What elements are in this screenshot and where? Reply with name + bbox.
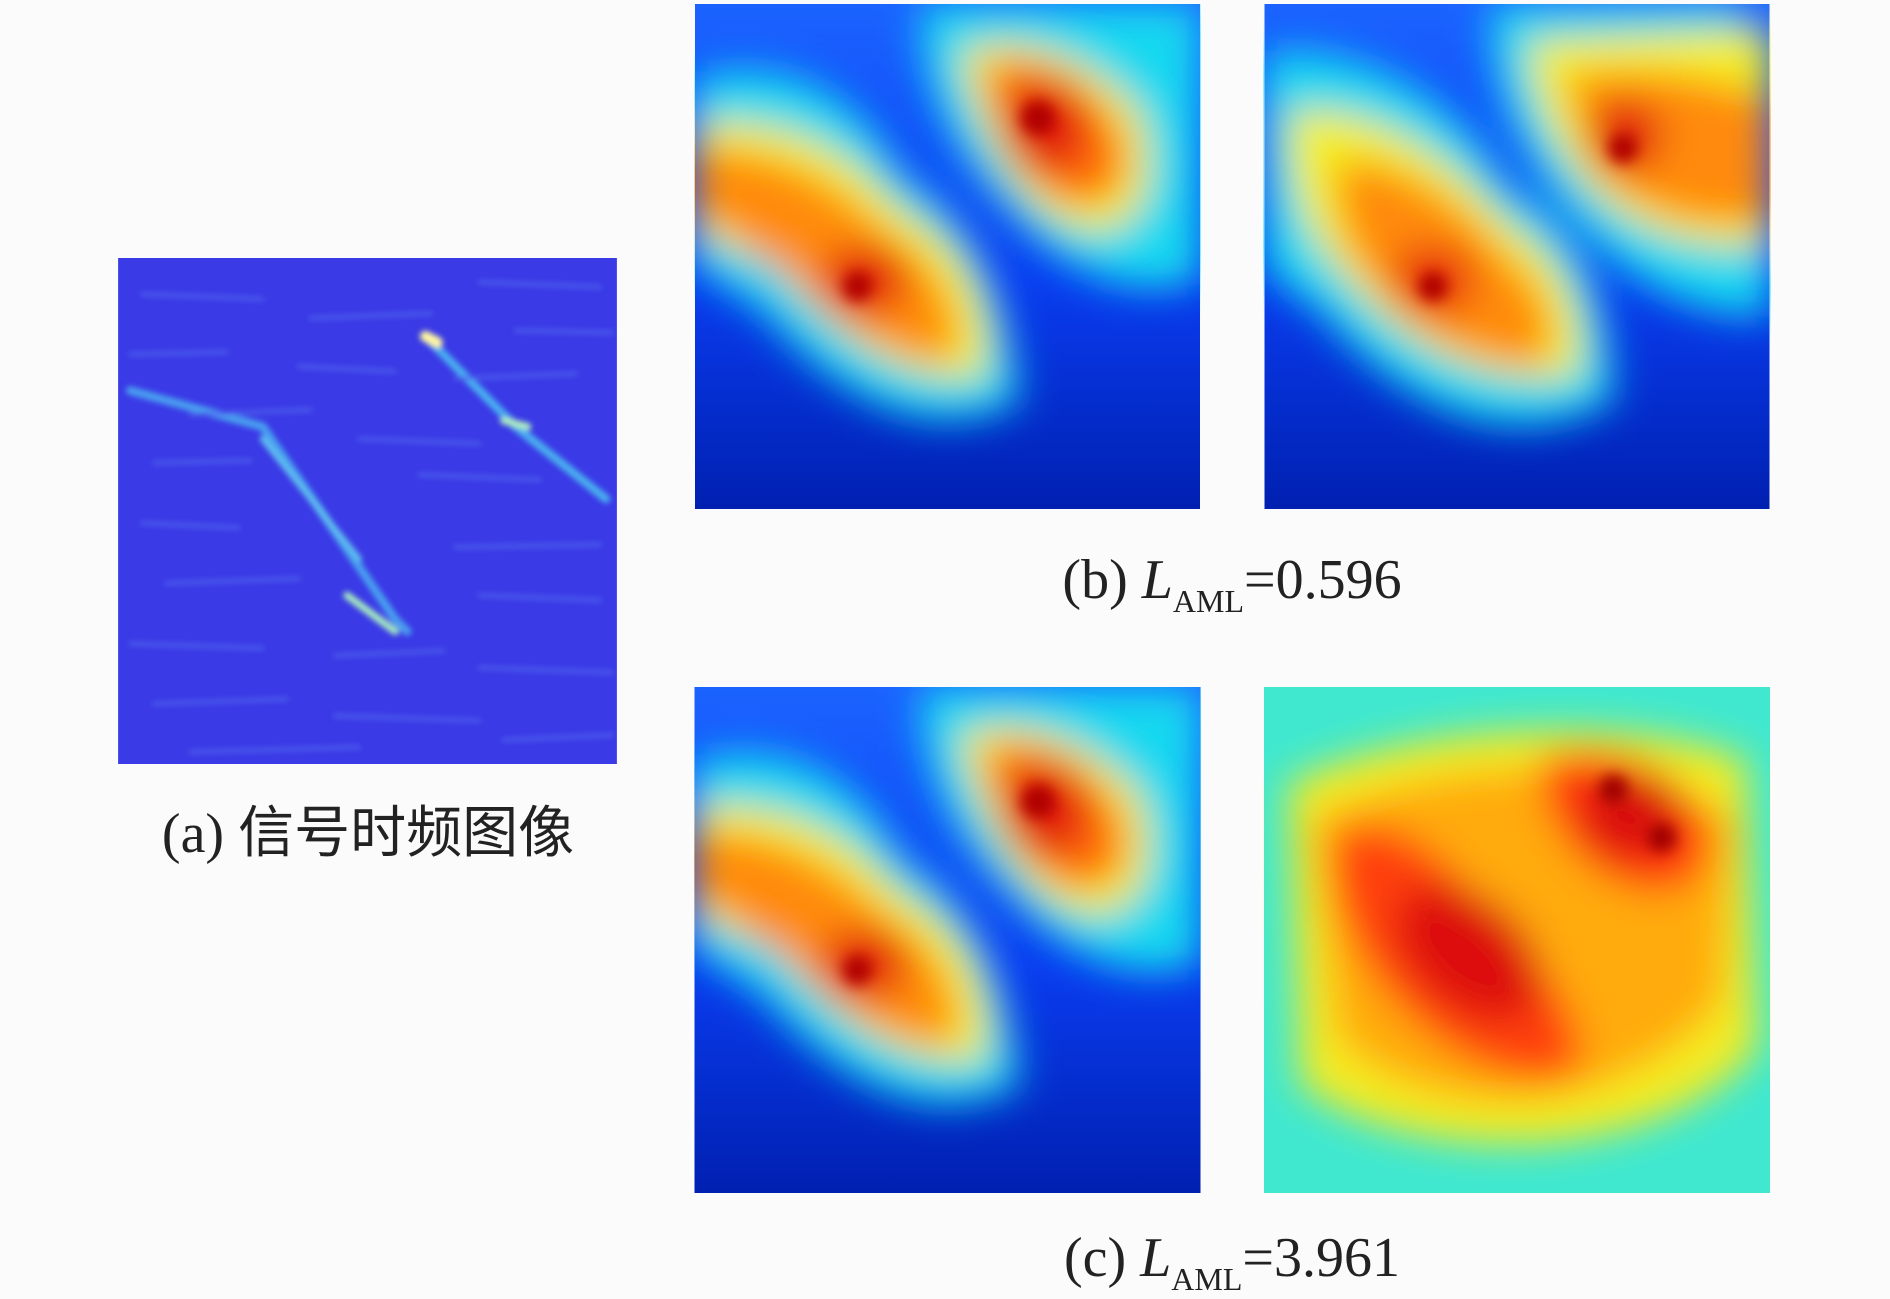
time-frequency-image [118,258,617,764]
relation: = [1243,549,1276,611]
caption: (b) LAML=0.596 [1062,552,1401,617]
caption: (a) 信号时频图像 [162,806,574,862]
heatmap [694,4,1201,509]
caption-text: 信号时频图像 [238,803,575,865]
panel-label: (c) [1063,1227,1127,1289]
relation: = [1242,1227,1275,1289]
symbol: L [1141,549,1173,611]
value: 0.596 [1275,549,1402,611]
heatmap [1263,687,1771,1193]
caption: (c) LAML=3.961 [1064,1230,1400,1295]
symbol: L [1140,1227,1172,1289]
panel-label: (a) [161,803,225,865]
value: 3.961 [1274,1227,1401,1289]
heatmap [1263,4,1771,509]
subscript: AML [1172,583,1244,619]
panel-label: (b) [1062,549,1128,611]
heatmap [694,687,1201,1193]
subscript: AML [1171,1261,1243,1297]
